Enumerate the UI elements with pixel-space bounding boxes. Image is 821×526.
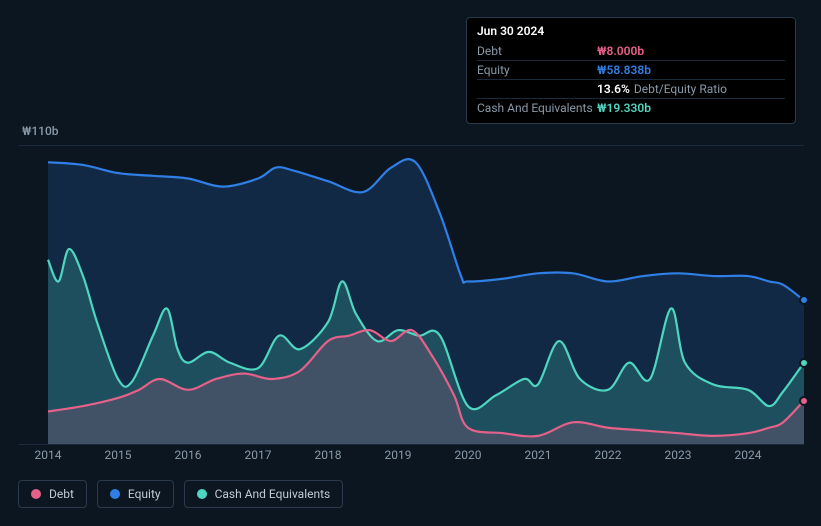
tooltip-row-value: ₩19.330b	[597, 101, 651, 115]
tooltip-row-value: ₩8.000b	[597, 44, 644, 58]
series-end-marker-debt	[799, 396, 809, 406]
chart-legend: Debt Equity Cash And Equivalents	[18, 480, 343, 508]
x-tick: 2016	[175, 448, 202, 462]
tooltip-date: Jun 30 2024	[477, 24, 785, 38]
chart-tooltip: Jun 30 2024 Debt₩8.000bEquity₩58.838b13.…	[466, 17, 796, 124]
x-axis: 2014 2015 2016 2017 2018 2019 2020 2021 2022 2023…	[18, 448, 804, 466]
tooltip-row-sub: Debt/Equity Ratio	[634, 82, 727, 96]
legend-dot	[197, 489, 207, 499]
tooltip-row: Cash And Equivalents₩19.330b	[477, 98, 785, 117]
legend-label: Cash And Equivalents	[215, 487, 331, 501]
tooltip-row-label: Equity	[477, 63, 597, 77]
tooltip-row: Debt₩8.000b	[477, 42, 785, 60]
tooltip-row-label: Cash And Equivalents	[477, 101, 597, 115]
tooltip-row-value: 13.6%	[597, 82, 630, 96]
tooltip-row: Equity₩58.838b	[477, 60, 785, 79]
x-tick: 2017	[245, 448, 272, 462]
x-tick: 2019	[385, 448, 412, 462]
tooltip-row-label	[477, 82, 597, 96]
chart-svg	[18, 146, 804, 444]
x-tick: 2022	[595, 448, 622, 462]
legend-dot	[31, 489, 41, 499]
legend-item-cash-and-equivalents[interactable]: Cash And Equivalents	[184, 480, 344, 508]
tooltip-row: 13.6% Debt/Equity Ratio	[477, 79, 785, 98]
legend-item-debt[interactable]: Debt	[18, 480, 87, 508]
legend-label: Equity	[128, 487, 161, 501]
x-tick: 2024	[735, 448, 762, 462]
x-tick: 2020	[455, 448, 482, 462]
x-tick: 2015	[105, 448, 132, 462]
series-end-marker-cash	[799, 358, 809, 368]
tooltip-row-label: Debt	[477, 44, 597, 58]
x-tick: 2023	[665, 448, 692, 462]
legend-dot	[110, 489, 120, 499]
chart-area[interactable]	[18, 145, 804, 445]
legend-label: Debt	[49, 487, 74, 501]
series-end-marker-equity	[799, 295, 809, 305]
x-tick: 2014	[35, 448, 62, 462]
x-tick: 2021	[525, 448, 552, 462]
tooltip-row-value: ₩58.838b	[597, 63, 651, 77]
legend-item-equity[interactable]: Equity	[97, 480, 174, 508]
y-max-label: ₩110b	[22, 124, 59, 138]
x-tick: 2018	[315, 448, 342, 462]
